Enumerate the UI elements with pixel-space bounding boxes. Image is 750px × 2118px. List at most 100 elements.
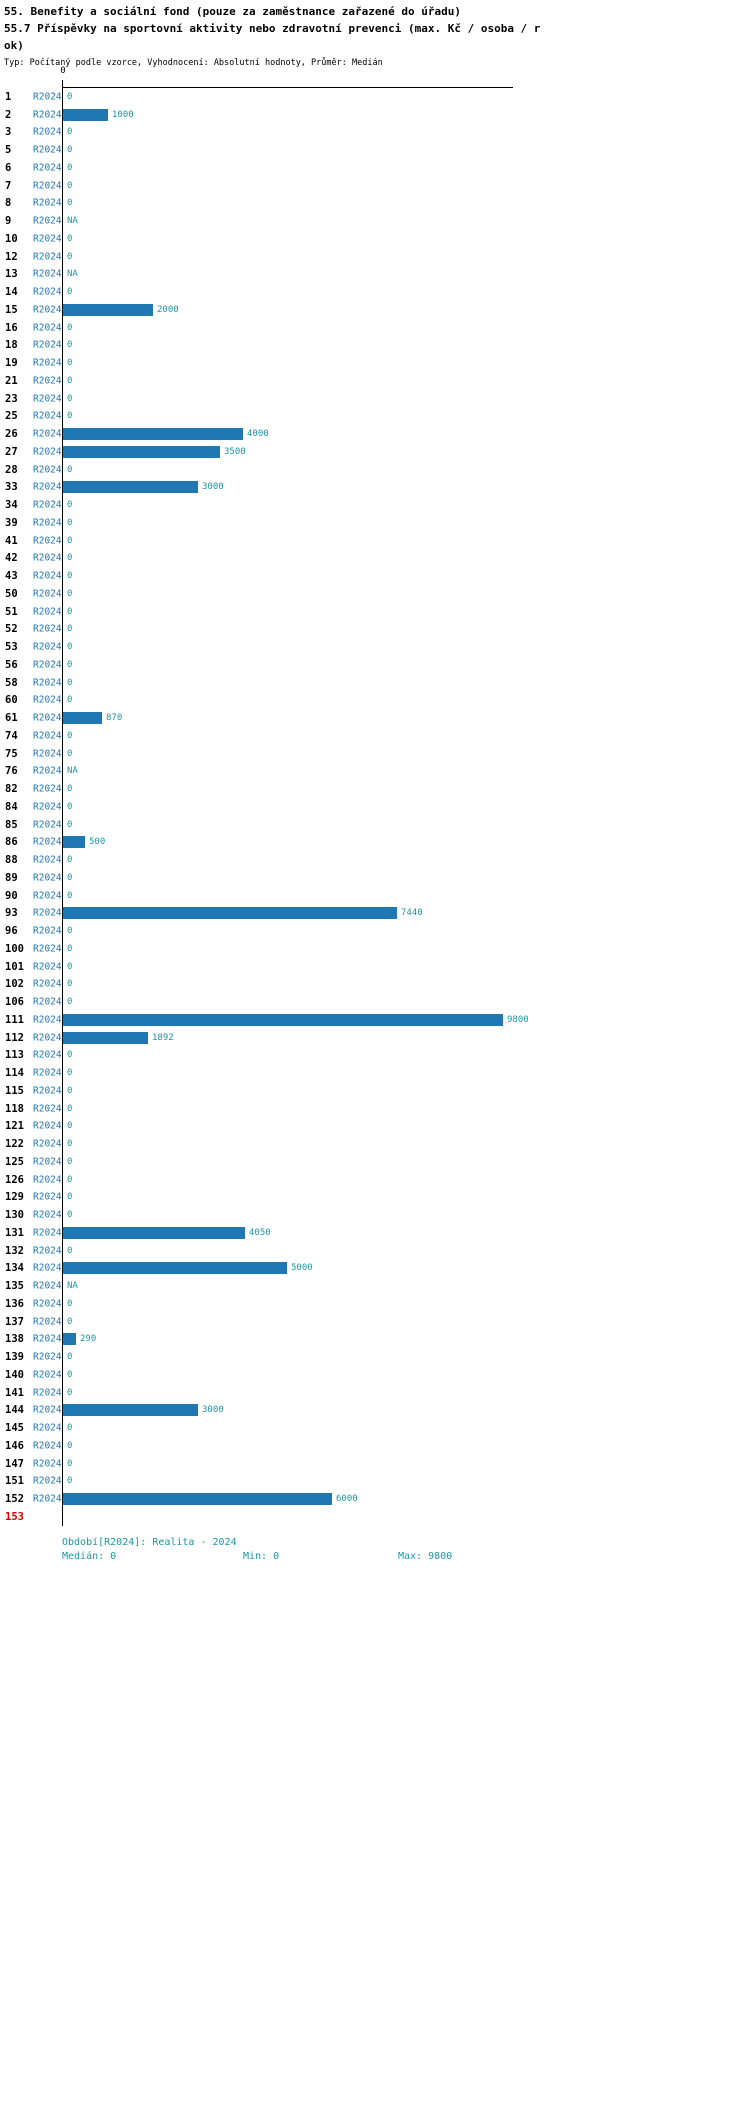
series-label: R2024	[33, 677, 62, 689]
value-label: 0	[67, 1245, 73, 1256]
footer-median: Medián: 0	[62, 1551, 117, 1562]
series-label: R2024	[33, 996, 62, 1008]
series-label: R2024	[33, 1316, 62, 1328]
series-label: R2024	[33, 659, 62, 671]
chart-header: 55. Benefity a sociální fond (pouze za z…	[4, 3, 540, 68]
value-bar	[63, 1493, 332, 1506]
value-bar	[63, 428, 243, 441]
value-label: 0	[67, 819, 73, 830]
value-bar	[63, 1031, 148, 1044]
row-id: 58	[5, 676, 18, 689]
value-label: 0	[67, 411, 73, 422]
chart-row: 131 R2024 4050	[0, 1224, 750, 1242]
chart-row: 34 R2024 0	[0, 496, 750, 514]
row-id: 7	[5, 179, 12, 192]
chart-row: 146 R2024 0	[0, 1437, 750, 1455]
row-id: 144	[5, 1404, 24, 1417]
footer-max: Max: 9800	[398, 1551, 453, 1562]
series-label: R2024	[33, 215, 62, 227]
row-id: 76	[5, 765, 18, 778]
series-label: R2024	[33, 570, 62, 582]
series-label: R2024	[33, 907, 62, 919]
value-bar	[63, 1262, 287, 1275]
row-id: 27	[5, 445, 18, 458]
chart-row: 58 R2024 0	[0, 674, 750, 692]
row-id: 131	[5, 1226, 24, 1239]
value-label: 9800	[507, 1014, 529, 1025]
value-bar	[63, 1404, 198, 1417]
row-id: 1	[5, 90, 12, 103]
row-id: 60	[5, 694, 18, 707]
chart-row: 140 R2024 0	[0, 1366, 750, 1384]
row-id: 5	[5, 144, 12, 157]
chart-row: 15 R2024 2000	[0, 301, 750, 319]
row-id: 89	[5, 871, 18, 884]
series-label: R2024	[33, 517, 62, 529]
value-label: 0	[67, 890, 73, 901]
series-label: R2024	[33, 890, 62, 902]
value-label: 0	[67, 961, 73, 972]
value-label: 0	[67, 606, 73, 617]
row-id: 51	[5, 605, 18, 618]
row-id: 19	[5, 357, 18, 370]
series-label: R2024	[33, 1103, 62, 1115]
chart-row: 85 R2024 0	[0, 816, 750, 834]
chart-row: 138 R2024 290	[0, 1331, 750, 1349]
row-id: 138	[5, 1333, 24, 1346]
row-id: 152	[5, 1493, 24, 1506]
chart-row: 141 R2024 0	[0, 1384, 750, 1402]
chart-row: 3 R2024 0	[0, 124, 750, 142]
series-label: R2024	[33, 872, 62, 884]
series-label: R2024	[33, 286, 62, 298]
chart-row: 60 R2024 0	[0, 692, 750, 710]
value-label: 0	[67, 517, 73, 528]
series-label: R2024	[33, 819, 62, 831]
value-label: 0	[67, 748, 73, 759]
row-id: 82	[5, 783, 18, 796]
row-id: 41	[5, 534, 18, 547]
row-id: 147	[5, 1457, 24, 1470]
row-id: 151	[5, 1475, 24, 1488]
series-label: R2024	[33, 109, 62, 121]
row-id: 153	[5, 1510, 24, 1523]
chart-row: 8 R2024 0	[0, 195, 750, 213]
series-label: R2024	[33, 322, 62, 334]
chart-row: 114 R2024 0	[0, 1064, 750, 1082]
chart-title-line-2: 55.7 Příspěvky na sportovní aktivity neb…	[4, 22, 541, 35]
chart-row: 100 R2024 0	[0, 940, 750, 958]
value-label: 0	[67, 180, 73, 191]
value-label: 0	[67, 1387, 73, 1398]
chart-row: 14 R2024 0	[0, 283, 750, 301]
value-label: 0	[67, 233, 73, 244]
value-label: 0	[67, 1085, 73, 1096]
series-label: R2024	[33, 428, 62, 440]
chart-row: 96 R2024 0	[0, 922, 750, 940]
chart-row: 43 R2024 0	[0, 567, 750, 585]
chart-row: 41 R2024 0	[0, 532, 750, 550]
chart-row: 90 R2024 0	[0, 887, 750, 905]
series-label: R2024	[33, 1262, 62, 1274]
row-id: 140	[5, 1368, 24, 1381]
chart-row: 113 R2024 0	[0, 1047, 750, 1065]
x-axis-tick-label: 0	[60, 66, 66, 76]
row-id: 61	[5, 712, 18, 725]
chart-row: 10 R2024 0	[0, 230, 750, 248]
value-label: 0	[67, 1458, 73, 1469]
value-bar	[63, 1013, 503, 1026]
row-id: 56	[5, 658, 18, 671]
value-label: 0	[67, 588, 73, 599]
value-label: 7440	[401, 908, 423, 919]
chart-row: 23 R2024 0	[0, 390, 750, 408]
value-label: 0	[67, 1298, 73, 1309]
chart-row: 28 R2024 0	[0, 461, 750, 479]
chart-row: 56 R2024 0	[0, 656, 750, 674]
row-id: 134	[5, 1262, 24, 1275]
chart-row: 6 R2024 0	[0, 159, 750, 177]
chart-row: 130 R2024 0	[0, 1206, 750, 1224]
value-label: 0	[67, 91, 73, 102]
series-label: R2024	[33, 712, 62, 724]
value-bar	[63, 1333, 76, 1346]
series-label: R2024	[33, 854, 62, 866]
chart-title-line-3: ok)	[4, 39, 24, 52]
row-id: 75	[5, 747, 18, 760]
